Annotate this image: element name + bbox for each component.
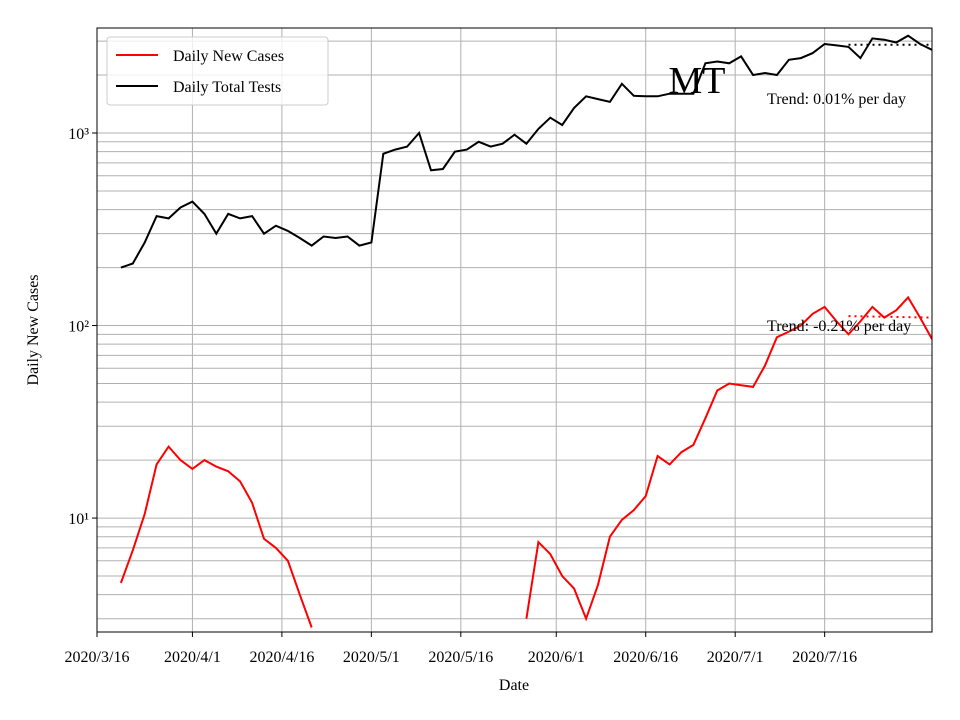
x-tick-label: 2020/5/1 xyxy=(343,649,400,666)
y-tick-label: 10¹ xyxy=(68,511,89,528)
x-tick-label: 2020/6/1 xyxy=(528,649,585,666)
x-tick-label: 2020/7/16 xyxy=(792,649,857,666)
y-tick-label: 10³ xyxy=(68,126,89,143)
plot-frame xyxy=(96,27,933,633)
x-tick-label: 2020/4/1 xyxy=(164,649,221,666)
trend-line xyxy=(848,315,932,319)
annotation: Trend: 0.01% per day xyxy=(767,91,906,108)
data-line xyxy=(119,295,932,628)
x-axis-label: Date xyxy=(499,677,529,694)
data-line xyxy=(120,34,932,269)
y-tick-label: 10² xyxy=(68,319,89,336)
annotation: Trend: -0.21% per day xyxy=(767,318,911,335)
x-tick-label: 2020/5/16 xyxy=(428,649,493,666)
chart-title: MT xyxy=(669,60,726,102)
plot-area xyxy=(119,34,932,628)
x-tick-label: 2020/4/16 xyxy=(249,649,314,666)
x-tick-label: 2020/6/16 xyxy=(613,649,678,666)
x-tick-label: 2020/3/16 xyxy=(65,649,130,666)
legend-label: Daily Total Tests xyxy=(173,79,281,96)
legend-label: Daily New Cases xyxy=(173,48,284,65)
legend-box xyxy=(106,36,329,106)
x-tick-label: 2020/7/1 xyxy=(707,649,764,666)
y-axis-label: Daily New Cases xyxy=(25,274,42,385)
